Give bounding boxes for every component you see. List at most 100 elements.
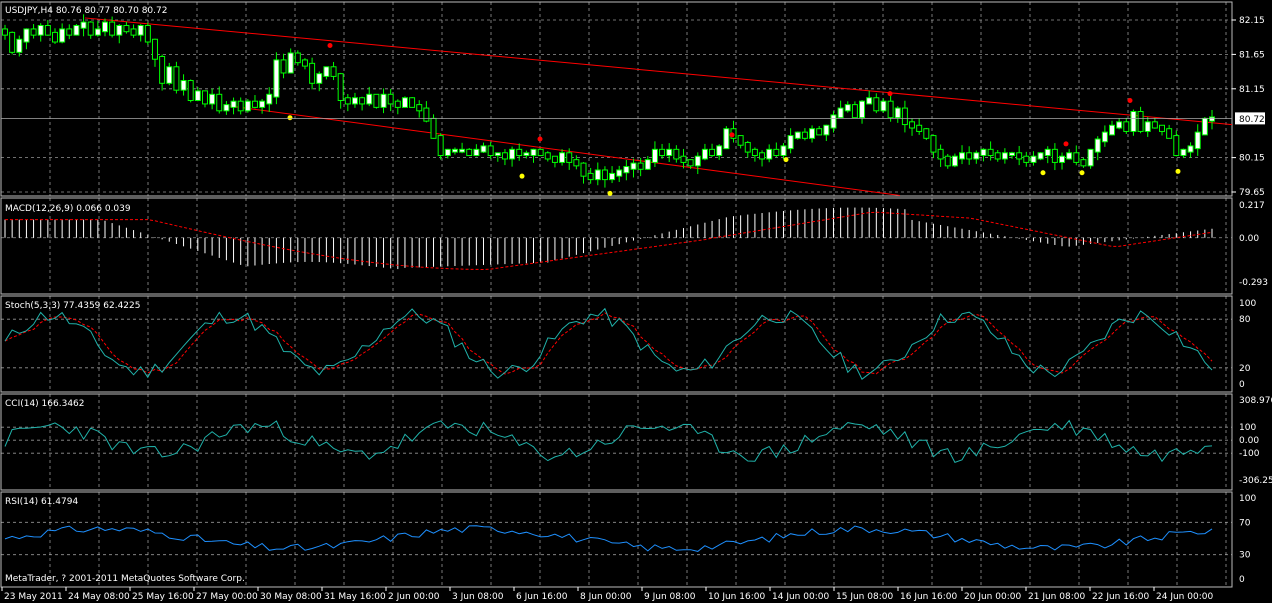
macd-pane-frame (0, 197, 1233, 295)
bull-candle (244, 100, 251, 112)
current-price-label: 80.72 (1239, 115, 1265, 125)
bear-candle (30, 28, 37, 36)
bull-candle (837, 107, 844, 119)
bear-candle (387, 93, 394, 105)
fractal-down-marker (783, 157, 789, 163)
bull-candle (444, 148, 451, 157)
bear-candle (9, 31, 16, 53)
bull-candle (59, 28, 66, 43)
fractal-down-marker (519, 173, 525, 179)
bull-candle (609, 172, 616, 181)
bear-candle (337, 73, 344, 101)
bull-candle (701, 148, 708, 160)
bear-candle (544, 152, 551, 160)
bear-candle (309, 62, 316, 84)
bull-candle (787, 135, 794, 150)
fractal-up-marker (887, 91, 893, 97)
price-axis-label: 82.15 (1239, 16, 1265, 26)
bull-candle (1187, 145, 1194, 153)
bear-candle (423, 107, 430, 122)
bear-candle (1016, 152, 1023, 160)
bear-candle (487, 145, 494, 157)
bear-candle (330, 66, 337, 77)
cci-axis-label: 308.976 (1239, 396, 1272, 406)
bear-candle (737, 135, 744, 146)
bull-candle (480, 145, 487, 153)
trendline-lower (229, 105, 901, 196)
bull-candle (530, 148, 537, 157)
bear-candle (159, 55, 166, 84)
bull-candle (723, 128, 730, 150)
bear-candle (673, 148, 680, 160)
bull-candle (1194, 131, 1201, 150)
bull-candle (16, 38, 23, 53)
bear-candle (1151, 121, 1158, 129)
bull-candle (623, 166, 630, 174)
rsi-pane-label: RSI(14) 61.4794 (5, 497, 78, 507)
stoch-axis-label: 20 (1239, 364, 1251, 374)
bull-candle (559, 152, 566, 163)
bull-candle (980, 148, 987, 157)
bear-candle (501, 152, 508, 160)
bear-candle (751, 148, 758, 157)
time-axis-label: 21 Jun 08:00 (1028, 592, 1085, 602)
rsi-axis-label: 70 (1239, 518, 1251, 528)
price-axis-label: 79.65 (1239, 188, 1265, 198)
bear-candle (51, 31, 58, 43)
cci-pane-label: CCI(14) 166.3462 (5, 399, 85, 409)
bear-candle (144, 25, 151, 43)
bull-candle (959, 152, 966, 160)
bear-candle (587, 172, 594, 181)
bull-candle (230, 100, 237, 108)
bear-candle (1173, 135, 1180, 157)
bear-candle (151, 38, 158, 60)
bull-candle (1094, 138, 1101, 153)
time-axis-label: 22 Jun 16:00 (1092, 592, 1149, 602)
bull-candle (780, 145, 787, 157)
current-price-box (1235, 112, 1265, 125)
bull-candle (1001, 152, 1008, 160)
bull-candle (1116, 121, 1123, 129)
price-axis-label: 81.15 (1239, 85, 1265, 95)
fractal-down-marker (1175, 168, 1181, 174)
cci-axis-label: -100 (1239, 449, 1260, 459)
bear-candle (680, 155, 687, 163)
macd-axis-label: -0.293 (1239, 278, 1268, 288)
bear-candle (409, 97, 416, 108)
bull-candle (37, 25, 44, 36)
bear-candle (201, 90, 208, 105)
fractal-down-marker (1040, 170, 1046, 176)
bear-candle (987, 148, 994, 157)
bear-candle (344, 97, 351, 105)
bull-candle (194, 90, 201, 101)
bull-candle (509, 148, 516, 160)
bull-candle (766, 148, 773, 160)
bull-candle (351, 97, 358, 105)
bear-candle (994, 152, 1001, 160)
bear-candle (944, 155, 951, 167)
bull-candle (1066, 152, 1073, 160)
bull-candle (316, 73, 323, 84)
bear-candle (537, 148, 544, 157)
bull-candle (844, 104, 851, 112)
bull-candle (366, 93, 373, 105)
bull-candle (180, 80, 187, 91)
bull-candle (894, 107, 901, 119)
rsi-line (4, 525, 1213, 552)
cci-axis-label: 100 (1239, 423, 1256, 433)
bull-candle (616, 169, 623, 177)
bear-candle (516, 148, 523, 157)
bear-candle (237, 100, 244, 112)
macd-signal-line (5, 211, 1213, 271)
bull-candle (823, 124, 830, 136)
fractal-up-marker (729, 132, 735, 138)
bull-candle (116, 25, 123, 36)
bear-candle (373, 93, 380, 108)
bull-candle (1130, 111, 1137, 132)
cci-line (4, 419, 1213, 464)
time-axis-label: 24 May 08:00 (68, 592, 130, 602)
bull-candle (401, 97, 408, 108)
bear-candle (937, 148, 944, 160)
rsi-axis-label: 100 (1239, 494, 1256, 504)
